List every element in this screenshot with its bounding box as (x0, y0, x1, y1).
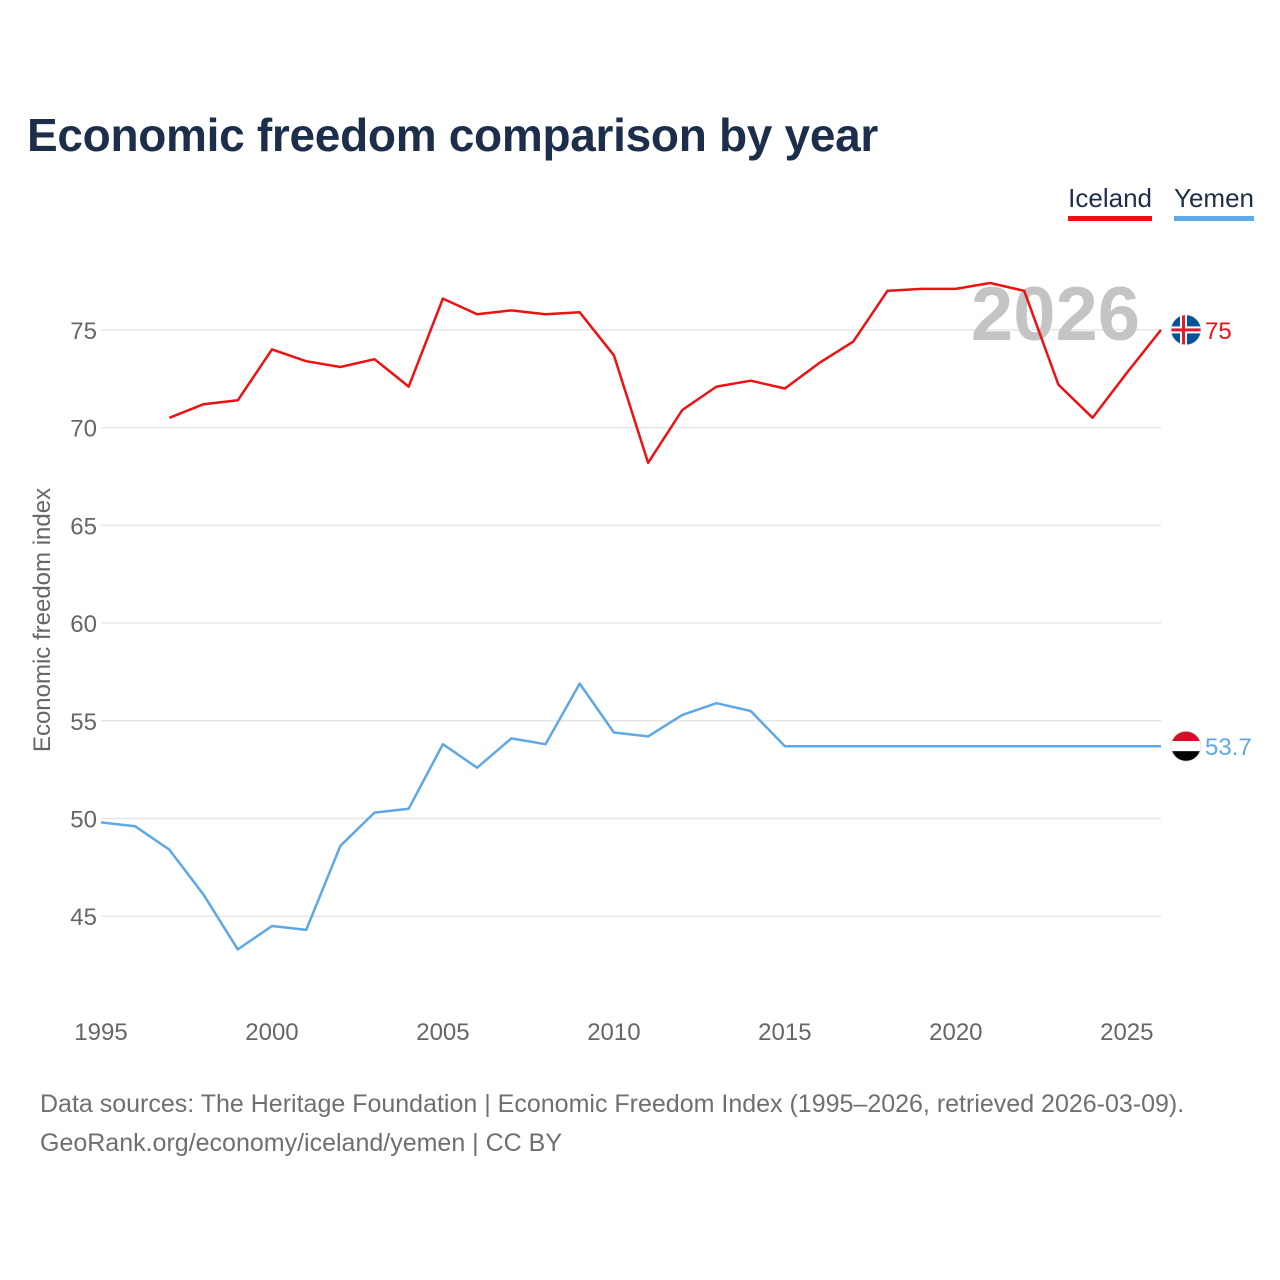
legend-item-yemen[interactable]: Yemen (1174, 183, 1254, 221)
yemen-flag-icon-border (1170, 730, 1202, 762)
data-source: Data sources: The Heritage Foundation | … (40, 1085, 1184, 1163)
series-line-iceland (168, 281, 1162, 465)
legend-item-iceland[interactable]: Iceland (1068, 183, 1152, 221)
source-line-2: GeoRank.org/economy/iceland/yemen | CC B… (40, 1129, 563, 1157)
end-markers: 75 53.7 (1170, 314, 1252, 762)
x-tick-2025: 2025 (1100, 1019, 1153, 1046)
y-tick-65: 65 (70, 513, 97, 540)
yemen-flag-icon (1171, 731, 1201, 762)
y-axis-label: Economic freedom index (29, 488, 56, 752)
y-tick-70: 70 (70, 416, 97, 443)
x-tick-1995: 1995 (74, 1019, 127, 1046)
x-tick-2010: 2010 (587, 1019, 640, 1046)
y-tick-50: 50 (70, 806, 97, 833)
y-tick-45: 45 (70, 904, 97, 931)
iceland-flag-icon (1171, 314, 1201, 345)
iceland-flag-icon-border (1170, 314, 1202, 346)
y-tick-60: 60 (70, 611, 97, 638)
chart-title: Economic freedom comparison by year (27, 109, 878, 161)
y-tick-75: 75 (70, 318, 97, 345)
x-tick-2005: 2005 (416, 1019, 469, 1046)
x-axis-ticks: 1995 2000 2005 2010 2015 2020 2025 (74, 1019, 1153, 1046)
source-line-1: Data sources: The Heritage Foundation | … (40, 1090, 1185, 1118)
y-axis-ticks: 45 50 55 60 65 70 75 (70, 318, 97, 931)
legend: Iceland Yemen (1068, 183, 1254, 221)
gridlines (101, 329, 1161, 917)
end-label-iceland: 75 (1205, 318, 1232, 345)
x-tick-2015: 2015 (758, 1019, 811, 1046)
x-tick-2020: 2020 (929, 1019, 982, 1046)
series-lines (100, 281, 1162, 951)
end-label-yemen: 53.7 (1205, 734, 1252, 761)
y-tick-55: 55 (70, 709, 97, 736)
series-line-yemen (100, 682, 1161, 951)
x-tick-2000: 2000 (245, 1019, 298, 1046)
